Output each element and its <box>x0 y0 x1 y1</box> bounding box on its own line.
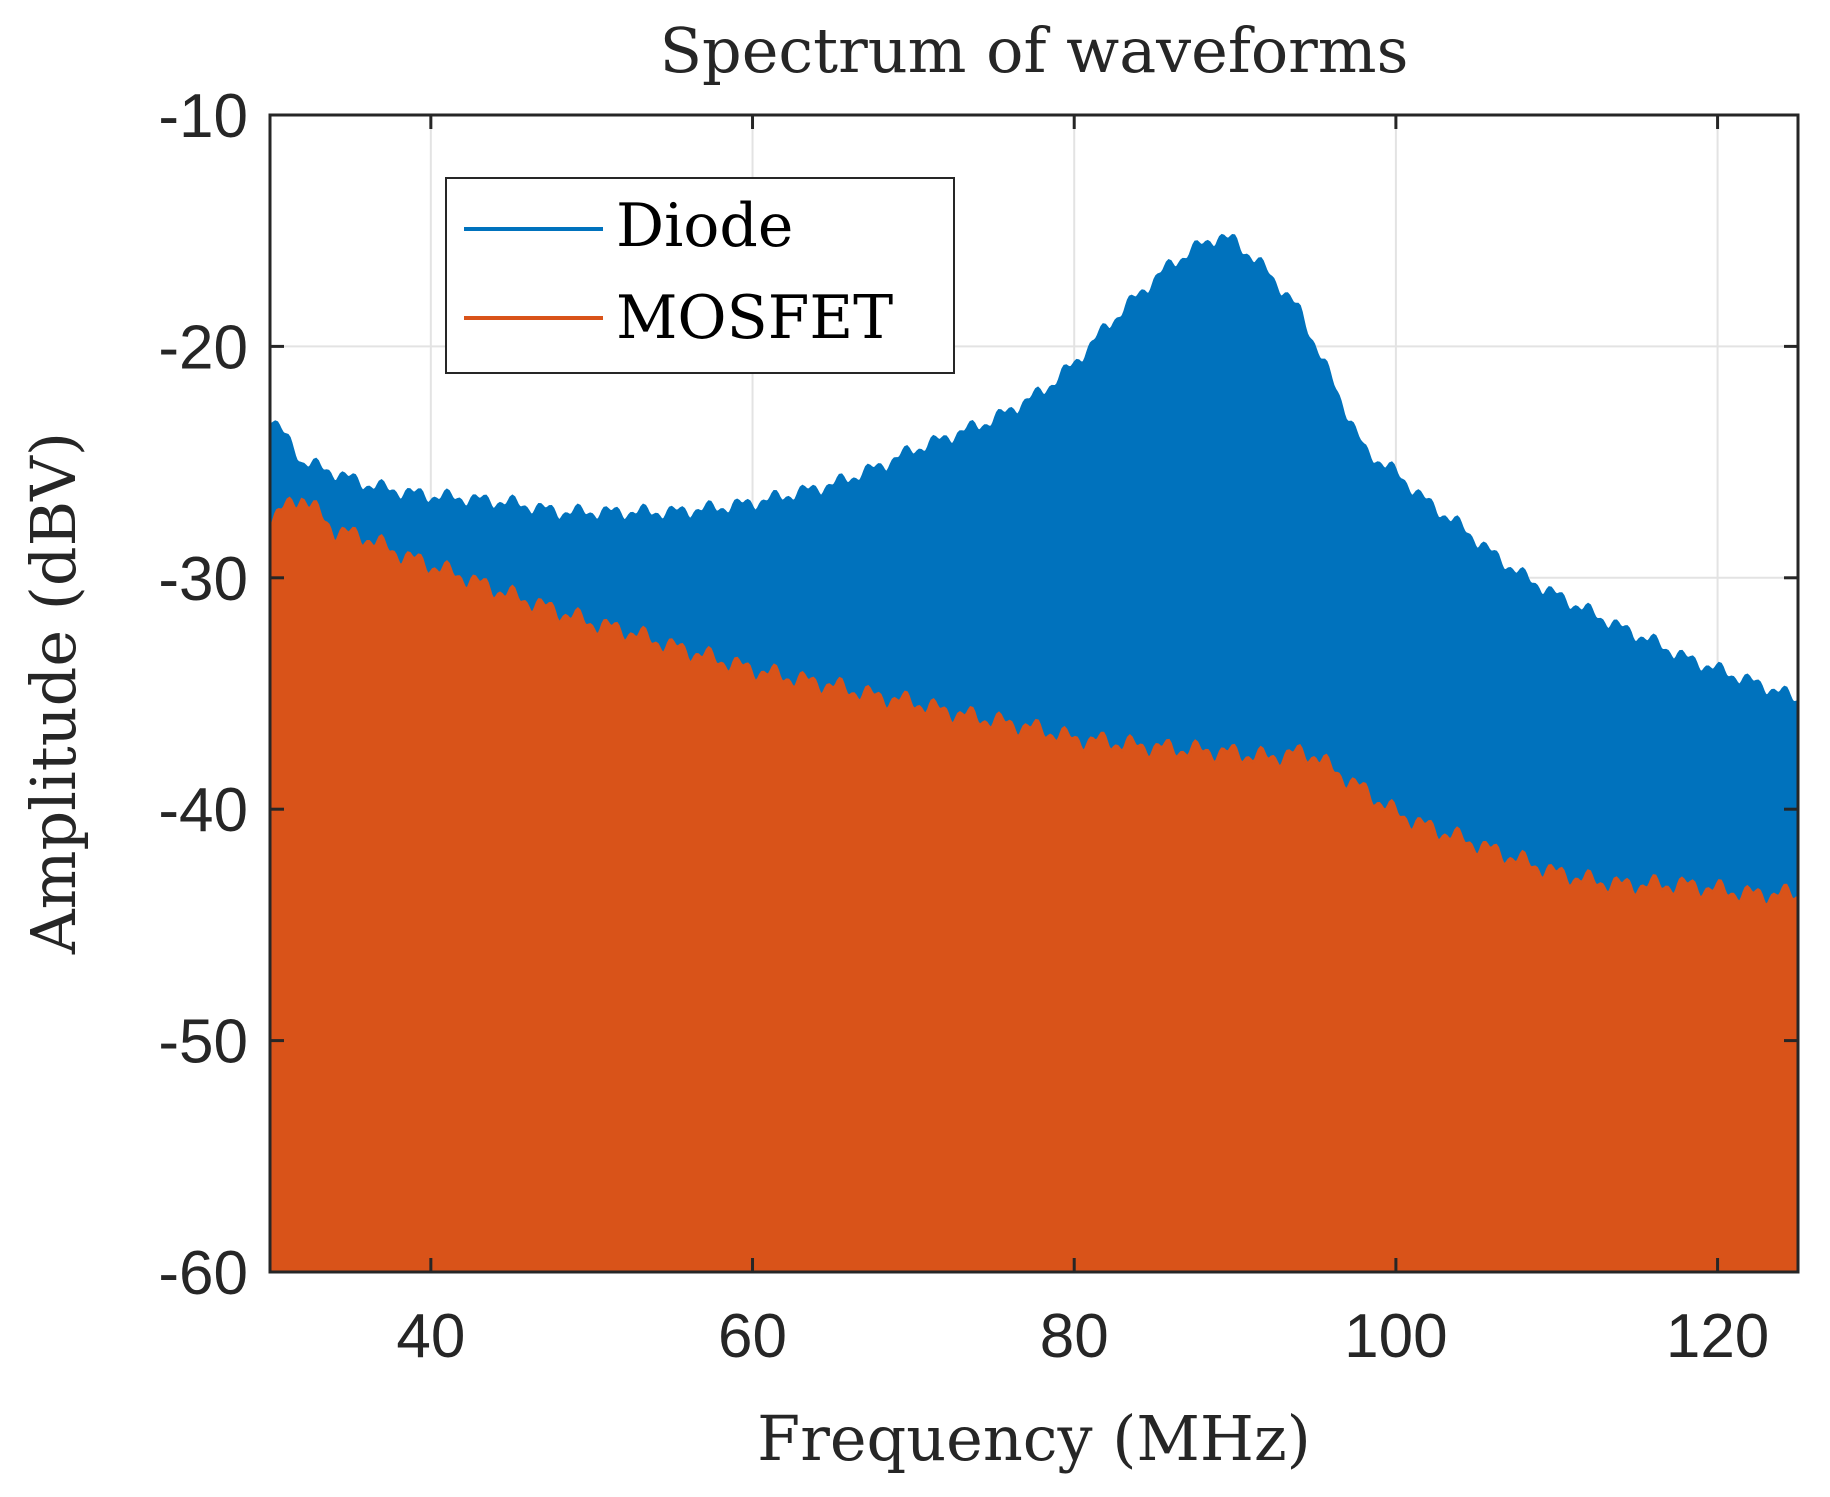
chart-title: Spectrum of waveforms <box>660 14 1409 87</box>
y-tick-label: -20 <box>158 313 248 382</box>
series-line-mosfet <box>268 498 1798 1273</box>
x-tick-label: 100 <box>1344 1302 1447 1371</box>
x-axis-label: Frequency (MHz) <box>757 1402 1311 1475</box>
y-tick-label: -10 <box>158 82 248 151</box>
x-tick-label: 80 <box>1040 1302 1109 1371</box>
y-tick-label: -40 <box>158 776 248 845</box>
x-tick-label: 120 <box>1666 1302 1769 1371</box>
y-tick-label: -30 <box>158 545 248 614</box>
series-envelope-diode <box>269 233 1798 704</box>
y-tick-label: -50 <box>158 1008 248 1077</box>
x-tick-label: 60 <box>718 1302 787 1371</box>
series-mosfet <box>268 496 1798 1273</box>
x-tick-label: 40 <box>396 1302 465 1371</box>
series-envelope-mosfet <box>268 496 1798 907</box>
legend: Diode MOSFET <box>445 177 955 374</box>
legend-label-mosfet: MOSFET <box>616 283 893 353</box>
y-tick-label: -60 <box>158 1239 248 1308</box>
plot-frame <box>268 113 1800 1274</box>
tick-layer: 40 60 80 100 120 -10 -20 -30 -40 -50 -60 <box>158 82 1798 1371</box>
y-axis-label: Amplitude (dBV) <box>17 432 90 955</box>
legend-label-diode: Diode <box>616 191 793 261</box>
legend-box <box>445 177 955 374</box>
